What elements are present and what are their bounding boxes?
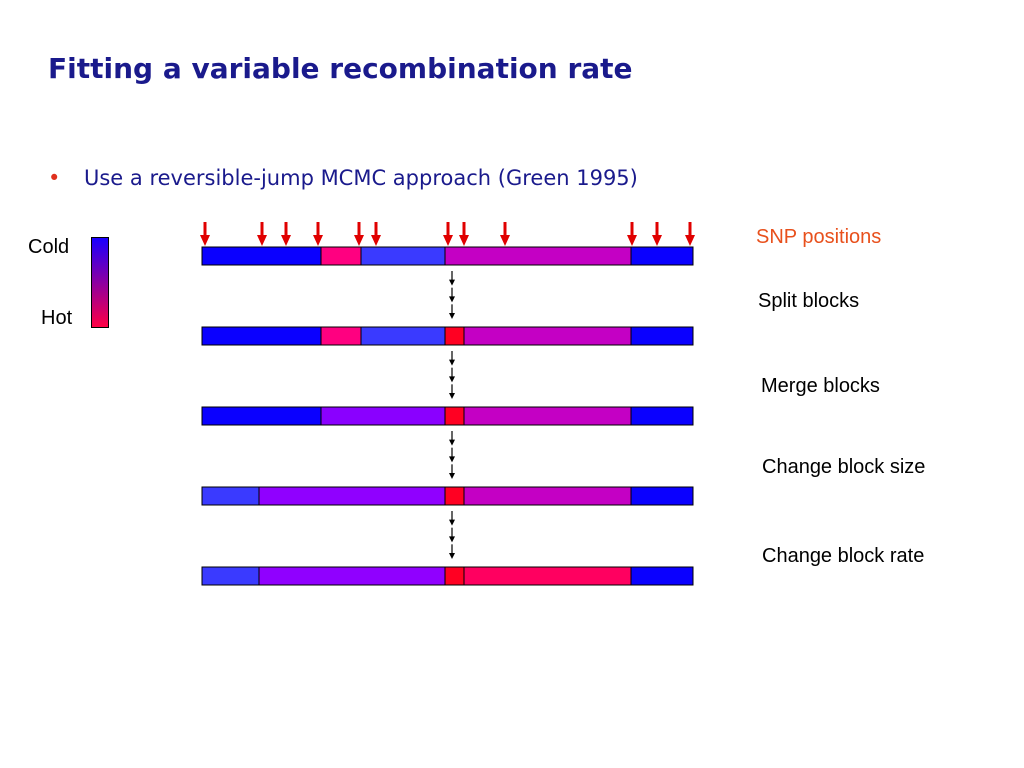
step-arrow-head [449,279,455,286]
snp-arrow-head [627,235,637,246]
block-segment [444,246,632,266]
snp-arrow-head [281,235,291,246]
snp-arrow-1 [200,222,210,246]
block-segment [444,406,465,426]
snp-arrow-head [652,235,662,246]
step-arrow-head [449,473,455,479]
block-segment [201,246,322,266]
block-segment [463,566,632,586]
snp-arrows-group [200,222,695,246]
block-segment [630,246,694,266]
block-segment [463,326,632,346]
block-segment [201,406,322,426]
snp-arrow-2 [257,222,267,246]
snp-arrow-head [257,235,267,246]
cold-hot-colorbar [91,237,109,328]
snp-arrow-12 [685,222,695,246]
step-arrow-head [449,519,455,526]
block-segment [444,326,465,346]
block-segment [463,486,632,506]
slide-title: Fitting a variable recombination rate [48,52,633,85]
step-arrow-head [449,456,455,463]
change-block-size-label: Change block size [762,456,926,478]
block-row-rate [201,566,694,586]
snp-arrow-9 [500,222,510,246]
block-segment [360,326,446,346]
snp-arrow-head [313,235,323,246]
block-segment [463,406,632,426]
snp-arrow-head [371,235,381,246]
block-segment [630,326,694,346]
bullet-item: • Use a reversible-jump MCMC approach (Gr… [48,166,638,190]
block-segment [258,486,446,506]
step-arrow-head [449,393,455,399]
block-segment [320,326,362,346]
snp-arrow-7 [443,222,453,246]
block-segment [320,406,446,426]
step-arrow-head [449,359,455,366]
block-segment [630,566,694,586]
step-arrow-head [449,376,455,383]
block-row-initial [201,246,694,266]
block-segment [630,406,694,426]
snp-arrow-3 [281,222,291,246]
step-arrow-4 [449,511,455,559]
block-segment [444,566,465,586]
step-arrow-head [449,313,455,319]
snp-arrow-head [459,235,469,246]
block-segment [630,486,694,506]
step-arrows-group [449,271,455,559]
snp-arrow-6 [371,222,381,246]
block-segment [360,246,446,266]
snp-arrow-head [200,235,210,246]
step-arrow-2 [449,351,455,399]
block-segment [201,326,322,346]
snp-arrow-4 [313,222,323,246]
snp-arrow-10 [627,222,637,246]
snp-arrow-head [354,235,364,246]
step-arrow-3 [449,431,455,479]
block-row-split [201,326,694,346]
step-arrow-1 [449,271,455,319]
step-arrow-head [449,536,455,543]
snp-arrow-11 [652,222,662,246]
step-arrow-head [449,296,455,303]
step-arrow-head [449,439,455,446]
block-rows-group [201,246,694,586]
bullet-marker: • [48,166,61,190]
bullet-text: Use a reversible-jump MCMC approach (Gre… [84,166,638,190]
snp-arrow-head [500,235,510,246]
legend-hot-label: Hot [41,307,73,329]
snp-arrow-8 [459,222,469,246]
block-segment [320,246,362,266]
snp-positions-label: SNP positions [756,226,882,248]
snp-arrow-head [443,235,453,246]
block-segment [258,566,446,586]
block-segment [201,486,260,506]
block-row-size [201,486,694,506]
merge-blocks-label: Merge blocks [761,375,880,397]
block-segment [201,566,260,586]
legend-cold-label: Cold [28,236,70,258]
split-blocks-label: Split blocks [758,290,860,312]
snp-arrow-5 [354,222,364,246]
snp-arrow-head [685,235,695,246]
change-block-rate-label: Change block rate [762,545,925,567]
step-arrow-head [449,553,455,559]
block-segment [444,486,465,506]
block-row-merge [201,406,694,426]
